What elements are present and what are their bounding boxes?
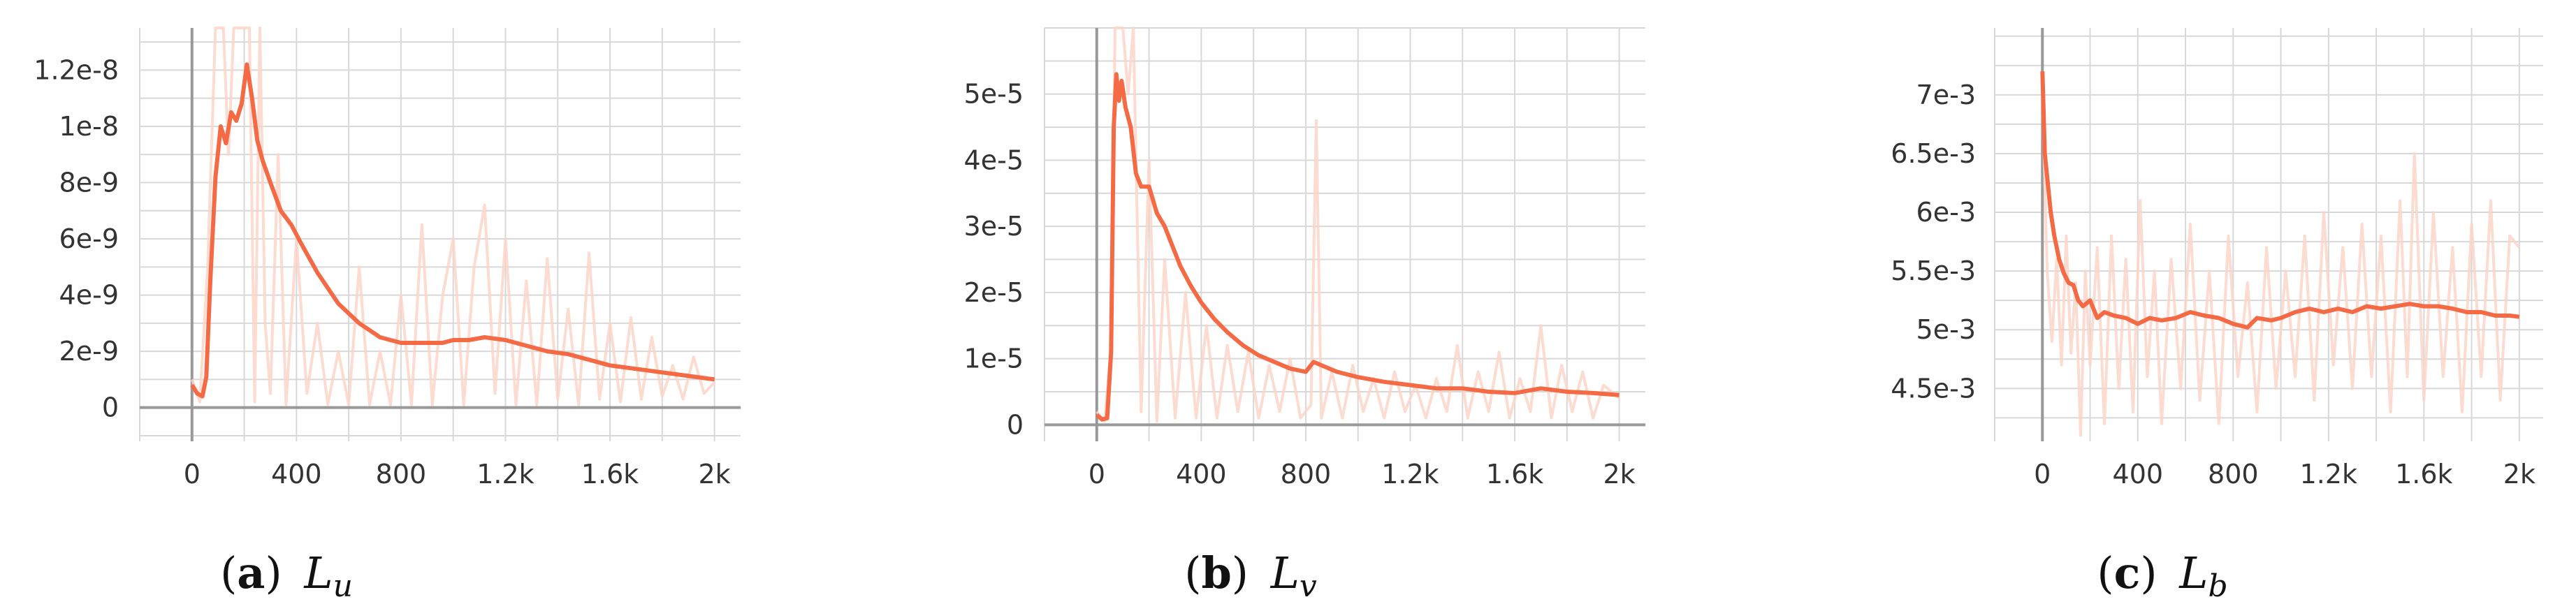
caption-c: (c) Lb	[2097, 547, 2227, 604]
x-tick-label: 0	[2034, 459, 2051, 489]
caption-a-var: L	[303, 547, 333, 598]
x-tick-label: 2k	[2503, 459, 2535, 489]
caption-a: (a) Lu	[220, 547, 353, 604]
caption-b-var: L	[1270, 547, 1300, 598]
series-line-smoothed	[1095, 72, 1620, 422]
x-tick-label: 1.2k	[2300, 459, 2357, 489]
y-tick-label: 5e-3	[1916, 314, 1976, 345]
y-tick-label: 3e-5	[964, 211, 1024, 242]
y-tick-label: 4e-5	[964, 145, 1024, 175]
chart-panel-a: 0 400 800 1.2k 1.6k 2k 0 2e-9 4e-9 6e-9 8e-9 1e-8 1.…	[34, 27, 741, 489]
x-tick-label: 1.6k	[1486, 459, 1543, 489]
y-tick-label: 8e-9	[59, 167, 119, 198]
series-line-smoothed	[2040, 71, 2520, 330]
y-tick-label: 4e-9	[59, 280, 119, 311]
caption-c-letter: c	[2114, 547, 2141, 598]
y-tick-label: 2e-5	[964, 277, 1024, 308]
x-tick-label: 400	[2113, 459, 2164, 489]
y-tick-label: 1.2e-8	[34, 54, 119, 85]
caption-a-sub: u	[333, 568, 353, 604]
x-tick-label: 1.6k	[581, 459, 639, 489]
y-tick-label: 5.5e-3	[1891, 256, 1976, 286]
y-tick-label: 4.5e-3	[1891, 373, 1976, 404]
y-tick-label: 1e-8	[59, 111, 119, 142]
y-tick-label: 5e-5	[964, 79, 1024, 110]
y-tick-label: 2e-9	[59, 336, 119, 367]
x-tick-label: 800	[376, 459, 427, 489]
series-line-smoothed	[190, 62, 715, 399]
y-tick-label: 0	[102, 392, 119, 423]
chart-panel-c: 0 400 800 1.2k 1.6k 2k 4.5e-3 5e-3 5.5e-3 6e-3 6.5…	[1891, 28, 2543, 489]
y-tick-label: 7e-3	[1916, 80, 1976, 110]
caption-a-letter: a	[237, 547, 265, 598]
x-tick-label: 2k	[699, 459, 731, 489]
x-tick-label: 800	[1281, 459, 1332, 489]
x-tick-label: 400	[271, 459, 322, 489]
caption-c-sub: b	[2208, 568, 2227, 604]
x-tick-label: 1.2k	[476, 459, 534, 489]
caption-b-letter: b	[1201, 547, 1231, 598]
x-tick-label: 1.2k	[1381, 459, 1439, 489]
chart-panel-b: 0 400 800 1.2k 1.6k 2k 0 1e-5 2e-5 3e-5 4e-5 5e-5	[964, 27, 1645, 489]
x-tick-label: 800	[2208, 459, 2259, 489]
y-tick-label: 0	[1007, 409, 1024, 440]
y-tick-label: 1e-5	[964, 344, 1024, 374]
y-tick-label: 6e-9	[59, 223, 119, 254]
x-tick-label: 2k	[1603, 459, 1636, 489]
series-line-raw	[1096, 27, 1620, 423]
x-tick-label: 0	[184, 459, 201, 489]
x-tick-label: 0	[1089, 459, 1105, 489]
caption-b: (b) Lv	[1184, 547, 1317, 604]
y-tick-label: 6e-3	[1916, 197, 1976, 228]
x-tick-label: 400	[1176, 459, 1227, 489]
caption-c-var: L	[2178, 547, 2208, 598]
series-line-raw	[190, 27, 716, 406]
caption-b-sub: v	[1300, 568, 1317, 604]
x-tick-label: 1.6k	[2395, 459, 2452, 489]
series-line-raw	[2041, 94, 2521, 437]
y-tick-label: 6.5e-3	[1891, 138, 1976, 169]
